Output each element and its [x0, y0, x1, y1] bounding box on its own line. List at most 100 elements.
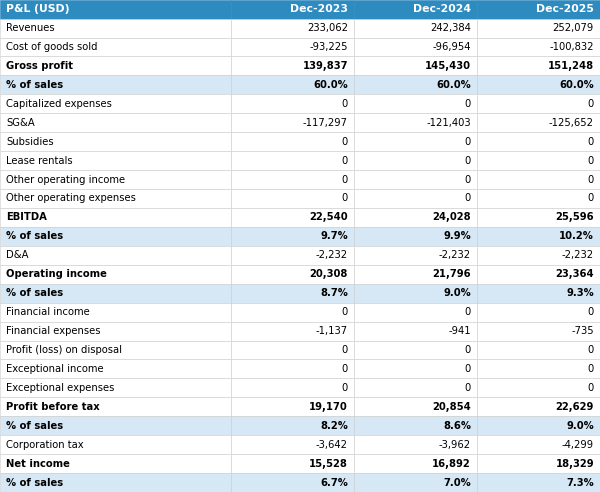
Text: 23,364: 23,364 — [556, 269, 594, 279]
Bar — [477, 340, 600, 360]
Bar — [231, 454, 354, 473]
Bar — [0, 94, 231, 113]
Text: 24,028: 24,028 — [433, 213, 471, 222]
Bar — [231, 57, 354, 75]
Bar — [354, 416, 477, 435]
Bar — [354, 94, 477, 113]
Bar — [477, 94, 600, 113]
Text: 0: 0 — [465, 155, 471, 166]
Bar — [0, 189, 231, 208]
Text: 145,430: 145,430 — [425, 61, 471, 71]
Bar — [354, 113, 477, 132]
Bar — [0, 19, 231, 37]
Text: 18,329: 18,329 — [556, 459, 594, 468]
Text: 0: 0 — [465, 99, 471, 109]
Bar — [477, 75, 600, 94]
Bar — [354, 170, 477, 189]
Bar — [0, 378, 231, 398]
Bar — [0, 454, 231, 473]
Bar — [477, 435, 600, 454]
Bar — [0, 57, 231, 75]
Text: D&A: D&A — [6, 250, 29, 260]
Text: Other operating income: Other operating income — [6, 175, 125, 184]
Text: Exceptional income: Exceptional income — [6, 364, 104, 374]
Text: 0: 0 — [588, 193, 594, 204]
Bar — [477, 227, 600, 246]
Text: % of sales: % of sales — [6, 80, 63, 90]
Text: -96,954: -96,954 — [433, 42, 471, 52]
Text: 9.0%: 9.0% — [566, 421, 594, 430]
Text: 233,062: 233,062 — [307, 23, 348, 33]
Text: 9.7%: 9.7% — [320, 231, 348, 242]
Bar — [477, 360, 600, 378]
Bar — [231, 94, 354, 113]
Text: 60.0%: 60.0% — [313, 80, 348, 90]
Bar — [477, 113, 600, 132]
Text: 0: 0 — [342, 345, 348, 355]
Bar — [231, 435, 354, 454]
Bar — [231, 113, 354, 132]
Bar — [354, 265, 477, 284]
Text: 6.7%: 6.7% — [320, 478, 348, 488]
Text: 7.0%: 7.0% — [443, 478, 471, 488]
Bar — [354, 57, 477, 75]
Bar — [477, 170, 600, 189]
Bar — [231, 246, 354, 265]
Bar — [354, 340, 477, 360]
Bar — [477, 303, 600, 322]
Bar — [354, 132, 477, 151]
Text: Lease rentals: Lease rentals — [6, 155, 73, 166]
Bar — [477, 378, 600, 398]
Bar — [477, 246, 600, 265]
Text: 0: 0 — [588, 307, 594, 317]
Text: 0: 0 — [342, 364, 348, 374]
Text: 16,892: 16,892 — [432, 459, 471, 468]
Bar — [354, 19, 477, 37]
Bar — [477, 189, 600, 208]
Text: 20,308: 20,308 — [310, 269, 348, 279]
Bar — [354, 473, 477, 492]
Bar — [0, 265, 231, 284]
Text: 22,540: 22,540 — [310, 213, 348, 222]
Text: Exceptional expenses: Exceptional expenses — [6, 383, 115, 393]
Text: Dec-2023: Dec-2023 — [290, 4, 348, 14]
Text: Financial expenses: Financial expenses — [6, 326, 101, 336]
Bar — [0, 0, 231, 19]
Text: 0: 0 — [342, 137, 348, 147]
Text: 0: 0 — [465, 307, 471, 317]
Bar — [477, 284, 600, 303]
Text: -121,403: -121,403 — [427, 118, 471, 128]
Text: -93,225: -93,225 — [310, 42, 348, 52]
Text: Profit before tax: Profit before tax — [6, 402, 100, 412]
Bar — [0, 435, 231, 454]
Bar — [231, 340, 354, 360]
Text: 0: 0 — [465, 364, 471, 374]
Bar — [231, 303, 354, 322]
Text: -735: -735 — [571, 326, 594, 336]
Text: -100,832: -100,832 — [550, 42, 594, 52]
Bar — [354, 151, 477, 170]
Bar — [354, 75, 477, 94]
Text: Profit (loss) on disposal: Profit (loss) on disposal — [6, 345, 122, 355]
Text: 9.9%: 9.9% — [443, 231, 471, 242]
Bar — [0, 398, 231, 416]
Bar — [231, 208, 354, 227]
Text: 20,854: 20,854 — [432, 402, 471, 412]
Text: 22,629: 22,629 — [556, 402, 594, 412]
Text: 0: 0 — [342, 193, 348, 204]
Bar — [354, 378, 477, 398]
Text: 0: 0 — [342, 383, 348, 393]
Bar — [477, 208, 600, 227]
Bar — [354, 208, 477, 227]
Bar — [477, 398, 600, 416]
Text: -125,652: -125,652 — [549, 118, 594, 128]
Bar — [0, 151, 231, 170]
Bar — [0, 75, 231, 94]
Text: -3,642: -3,642 — [316, 440, 348, 450]
Bar — [231, 132, 354, 151]
Text: 0: 0 — [342, 155, 348, 166]
Bar — [354, 360, 477, 378]
Bar — [0, 322, 231, 340]
Bar — [231, 284, 354, 303]
Text: 9.0%: 9.0% — [443, 288, 471, 298]
